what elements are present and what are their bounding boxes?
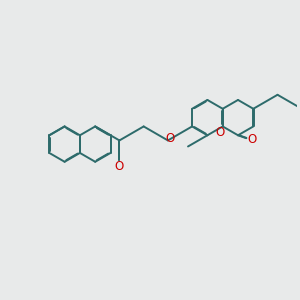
Text: O: O: [115, 160, 124, 173]
Text: O: O: [216, 126, 225, 140]
Text: O: O: [165, 132, 175, 145]
Text: O: O: [248, 133, 257, 146]
